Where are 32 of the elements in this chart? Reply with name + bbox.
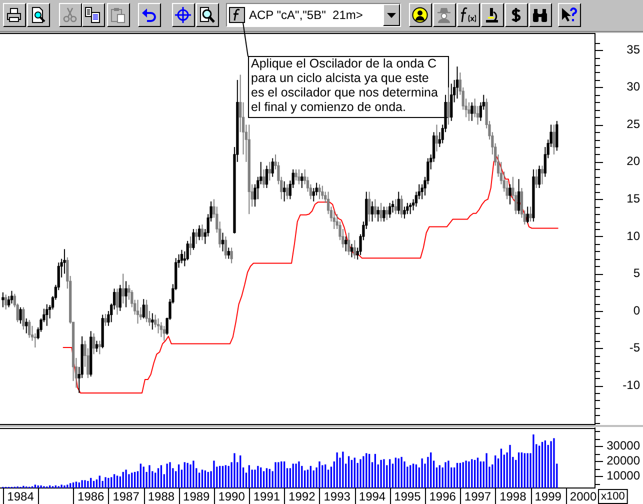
y-tick-label: 25 (626, 116, 640, 131)
y-axis-title: x100 (601, 490, 625, 503)
x-tick-label: 1990 (218, 490, 246, 504)
x-tick-label: 1987 (112, 490, 140, 504)
y-tick-label: 30 (626, 80, 640, 94)
x-tick-label: 1991 (253, 490, 280, 504)
y-tick-label: 20000 (606, 453, 640, 468)
x-tick-label: 2000 (570, 490, 597, 504)
annotation: Aplique el Oscilador de la onda C para un ciclo alcista ya que este es el oscilador que nos determina el final y comienzo de onda. (251, 56, 438, 114)
x-tick-label: 1995 (394, 490, 422, 504)
y-tick-label: 10 (626, 228, 640, 243)
x-tick-label: 1993 (324, 490, 351, 504)
y-tick-label: 5 (633, 266, 640, 280)
x-tick-label: 1988 (148, 490, 175, 504)
x-tick-label: 1989 (183, 490, 210, 504)
chart-title: ACP "cA","5B" 21m> (249, 8, 363, 22)
x-tick-label: 1994 (358, 490, 386, 504)
x-tick-label: 1984 (7, 490, 34, 504)
x-tick-label: 1986 (78, 490, 105, 504)
x-tick-label: 1998 (500, 490, 527, 504)
x-tick-label: 1996 (429, 490, 456, 504)
y-tick-label: 35 (626, 42, 640, 56)
x-tick-label: 1992 (288, 490, 316, 504)
y-tick-label: -10 (622, 378, 640, 392)
y-tick-label: 15 (626, 192, 640, 206)
x-tick-label: 1997 (464, 490, 492, 504)
y-tick-label: 10000 (606, 468, 640, 482)
y-tick-label: -5 (629, 340, 640, 355)
y-tick-label: 0 (633, 303, 640, 318)
y-tick-label: 30000 (606, 438, 640, 452)
x-tick-label: 1999 (534, 490, 562, 504)
y-tick-label: 20 (626, 154, 640, 168)
